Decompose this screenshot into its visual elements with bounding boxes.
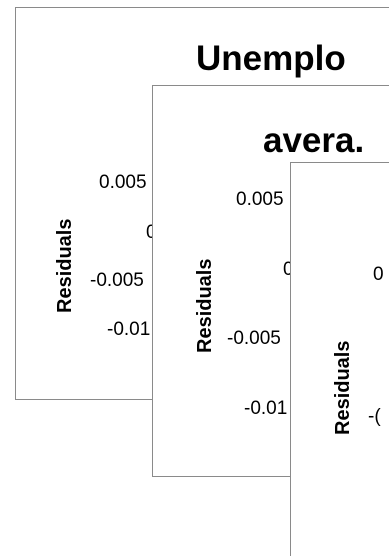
y-tick-label: -0.005 xyxy=(90,270,144,291)
y-tick-label: -0.01 xyxy=(107,319,151,340)
chart-title-1: Unemplo xyxy=(196,39,346,78)
y-axis-label-1: Residuals xyxy=(54,218,76,313)
y-tick-label: 0 xyxy=(146,223,157,242)
y-tick-label: 0.005 xyxy=(99,172,147,193)
y-tick-label: -0.01 xyxy=(244,398,288,419)
chart-title-2: avera. xyxy=(263,121,365,160)
y-axis-label-2: Residuals xyxy=(194,258,216,353)
y-axis-label-3: Residuals xyxy=(332,340,354,435)
y-tick-label: 0 xyxy=(283,259,294,280)
y-tick-label: 0 xyxy=(373,264,384,285)
y-tick-label: -0.005 xyxy=(227,328,281,349)
chart-panel-3: 0 -( Residuals xyxy=(290,162,389,556)
y-tick-label: -( xyxy=(368,406,381,427)
y-tick-label: 0.005 xyxy=(236,189,284,210)
